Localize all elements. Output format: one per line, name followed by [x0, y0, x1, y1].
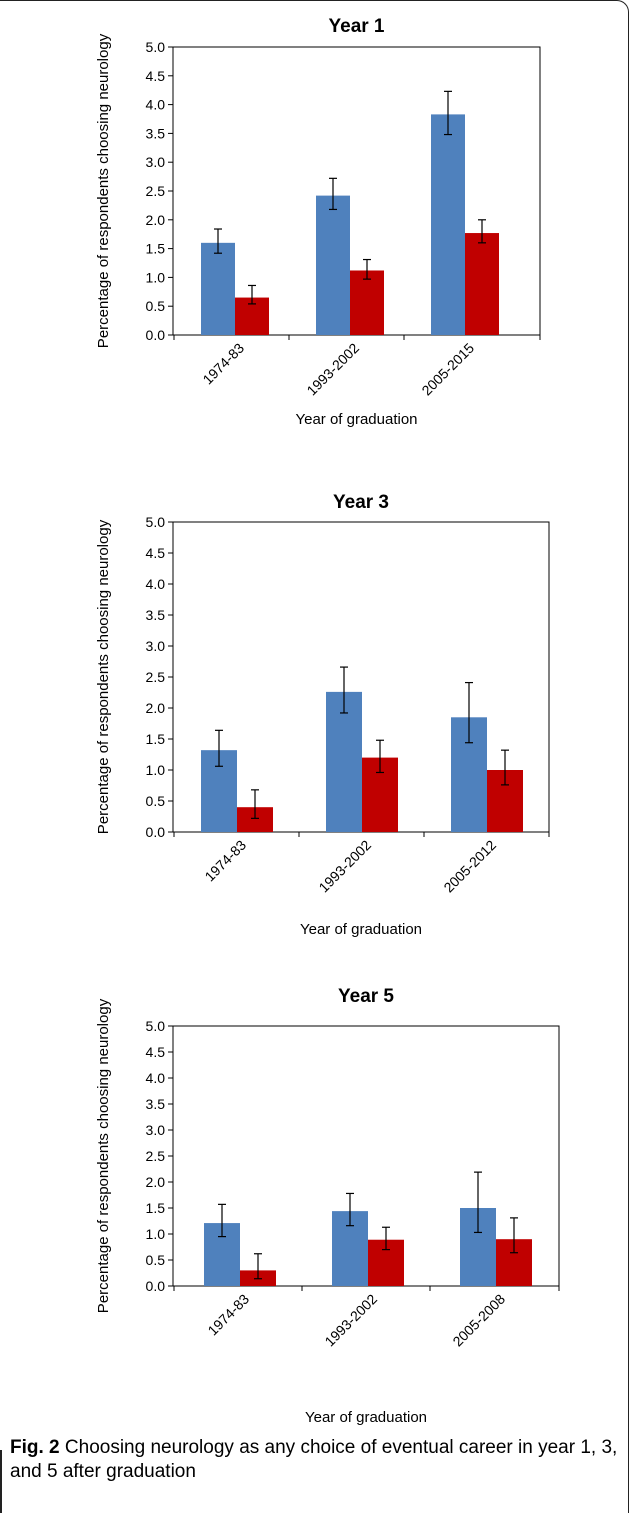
x-tick-label: 1993-2002 [303, 340, 362, 399]
x-tick-label: 2005-2012 [440, 837, 499, 896]
x-tick-label: 2005-2008 [449, 1291, 508, 1350]
y-tick-label: 2.0 [146, 1174, 166, 1190]
bar-chart-year-3: Year 3 0.0 0.5 1.0 1.5 2.0 2.5 3.0 3.5 4.0 4.5 5.0 P… [95, 492, 550, 938]
figure-frame-left-edge [0, 1450, 2, 1513]
y-tick-label: 5.0 [146, 1018, 166, 1034]
y-tick-label: 1.0 [146, 269, 166, 285]
x-tick-label: 2005-2015 [418, 340, 477, 399]
y-tick-label: 4.0 [146, 576, 166, 592]
y-tick-label: 3.0 [146, 638, 166, 654]
y-tick-label: 4.5 [146, 68, 166, 84]
y-tick-label: 0.0 [146, 824, 166, 840]
y-tick-label: 5.0 [146, 514, 166, 530]
y-tick-label: 3.5 [146, 1096, 166, 1112]
y-tick-label: 1.5 [146, 1200, 166, 1216]
y-tick-label: 4.5 [146, 545, 166, 561]
bar-chart-year-1: Year 1 0.0 0.5 1.0 1.5 2.0 2.5 3.0 3.5 4.0 4.5 5.0 P… [95, 16, 541, 428]
chart-title: Year 5 [338, 986, 394, 1007]
y-tick-label: 1.0 [146, 762, 166, 778]
y-tick-label: 4.0 [146, 1070, 166, 1086]
figure-caption-text: Choosing neurology as any choice of even… [10, 1437, 618, 1482]
bar-blue [201, 242, 235, 335]
chart-title: Year 3 [333, 492, 389, 513]
x-axis-label: Year of graduation [295, 411, 417, 428]
y-tick-label: 3.0 [146, 1122, 166, 1138]
x-tick-label: 1974-83 [201, 837, 249, 885]
y-tick-label: 1.5 [146, 731, 166, 747]
bar-chart-year-5: Year 5 0.0 0.5 1.0 1.5 2.0 2.5 3.0 3.5 4.0 4.5 5.0 P… [95, 986, 560, 1426]
y-axis-label: Percentage of respondents choosing neuro… [95, 519, 112, 834]
x-tick-label: 1974-83 [199, 340, 247, 388]
x-tick-label: 1974-83 [204, 1291, 252, 1339]
x-axis-label: Year of graduation [305, 1409, 427, 1426]
y-tick-label: 2.0 [146, 212, 166, 228]
y-tick-label: 2.5 [146, 183, 166, 199]
y-tick-label: 0.0 [146, 1278, 166, 1294]
y-axis-label: Percentage of respondents choosing neuro… [95, 998, 112, 1313]
y-tick-label: 2.5 [146, 669, 166, 685]
y-tick-label: 0.0 [146, 327, 166, 343]
bar-red [350, 270, 384, 335]
figure-caption: Fig. 2 Choosing neurology as any choice … [10, 1436, 622, 1484]
chart-title: Year 1 [329, 16, 385, 37]
y-tick-label: 1.0 [146, 1226, 166, 1242]
bar-blue [431, 114, 465, 335]
bar-blue [316, 195, 350, 335]
x-axis-label: Year of graduation [300, 921, 422, 938]
y-axis-label: Percentage of respondents choosing neuro… [95, 33, 112, 348]
bar-blue [326, 691, 362, 832]
bar-red [465, 233, 499, 335]
y-tick-label: 3.5 [146, 125, 166, 141]
x-tick-label: 1993-2002 [321, 1291, 380, 1350]
y-tick-label: 3.0 [146, 154, 166, 170]
y-tick-label: 2.0 [146, 700, 166, 716]
y-tick-label: 3.5 [146, 607, 166, 623]
y-tick-label: 0.5 [146, 793, 166, 809]
y-tick-label: 2.5 [146, 1148, 166, 1164]
y-tick-label: 4.5 [146, 1044, 166, 1060]
y-tick-label: 0.5 [146, 1252, 166, 1268]
x-tick-label: 1993-2002 [315, 837, 374, 896]
y-tick-label: 5.0 [146, 39, 166, 55]
y-tick-label: 4.0 [146, 97, 166, 113]
figure-caption-label: Fig. 2 [10, 1437, 60, 1458]
y-tick-label: 0.5 [146, 298, 166, 314]
y-tick-label: 1.5 [146, 241, 166, 257]
